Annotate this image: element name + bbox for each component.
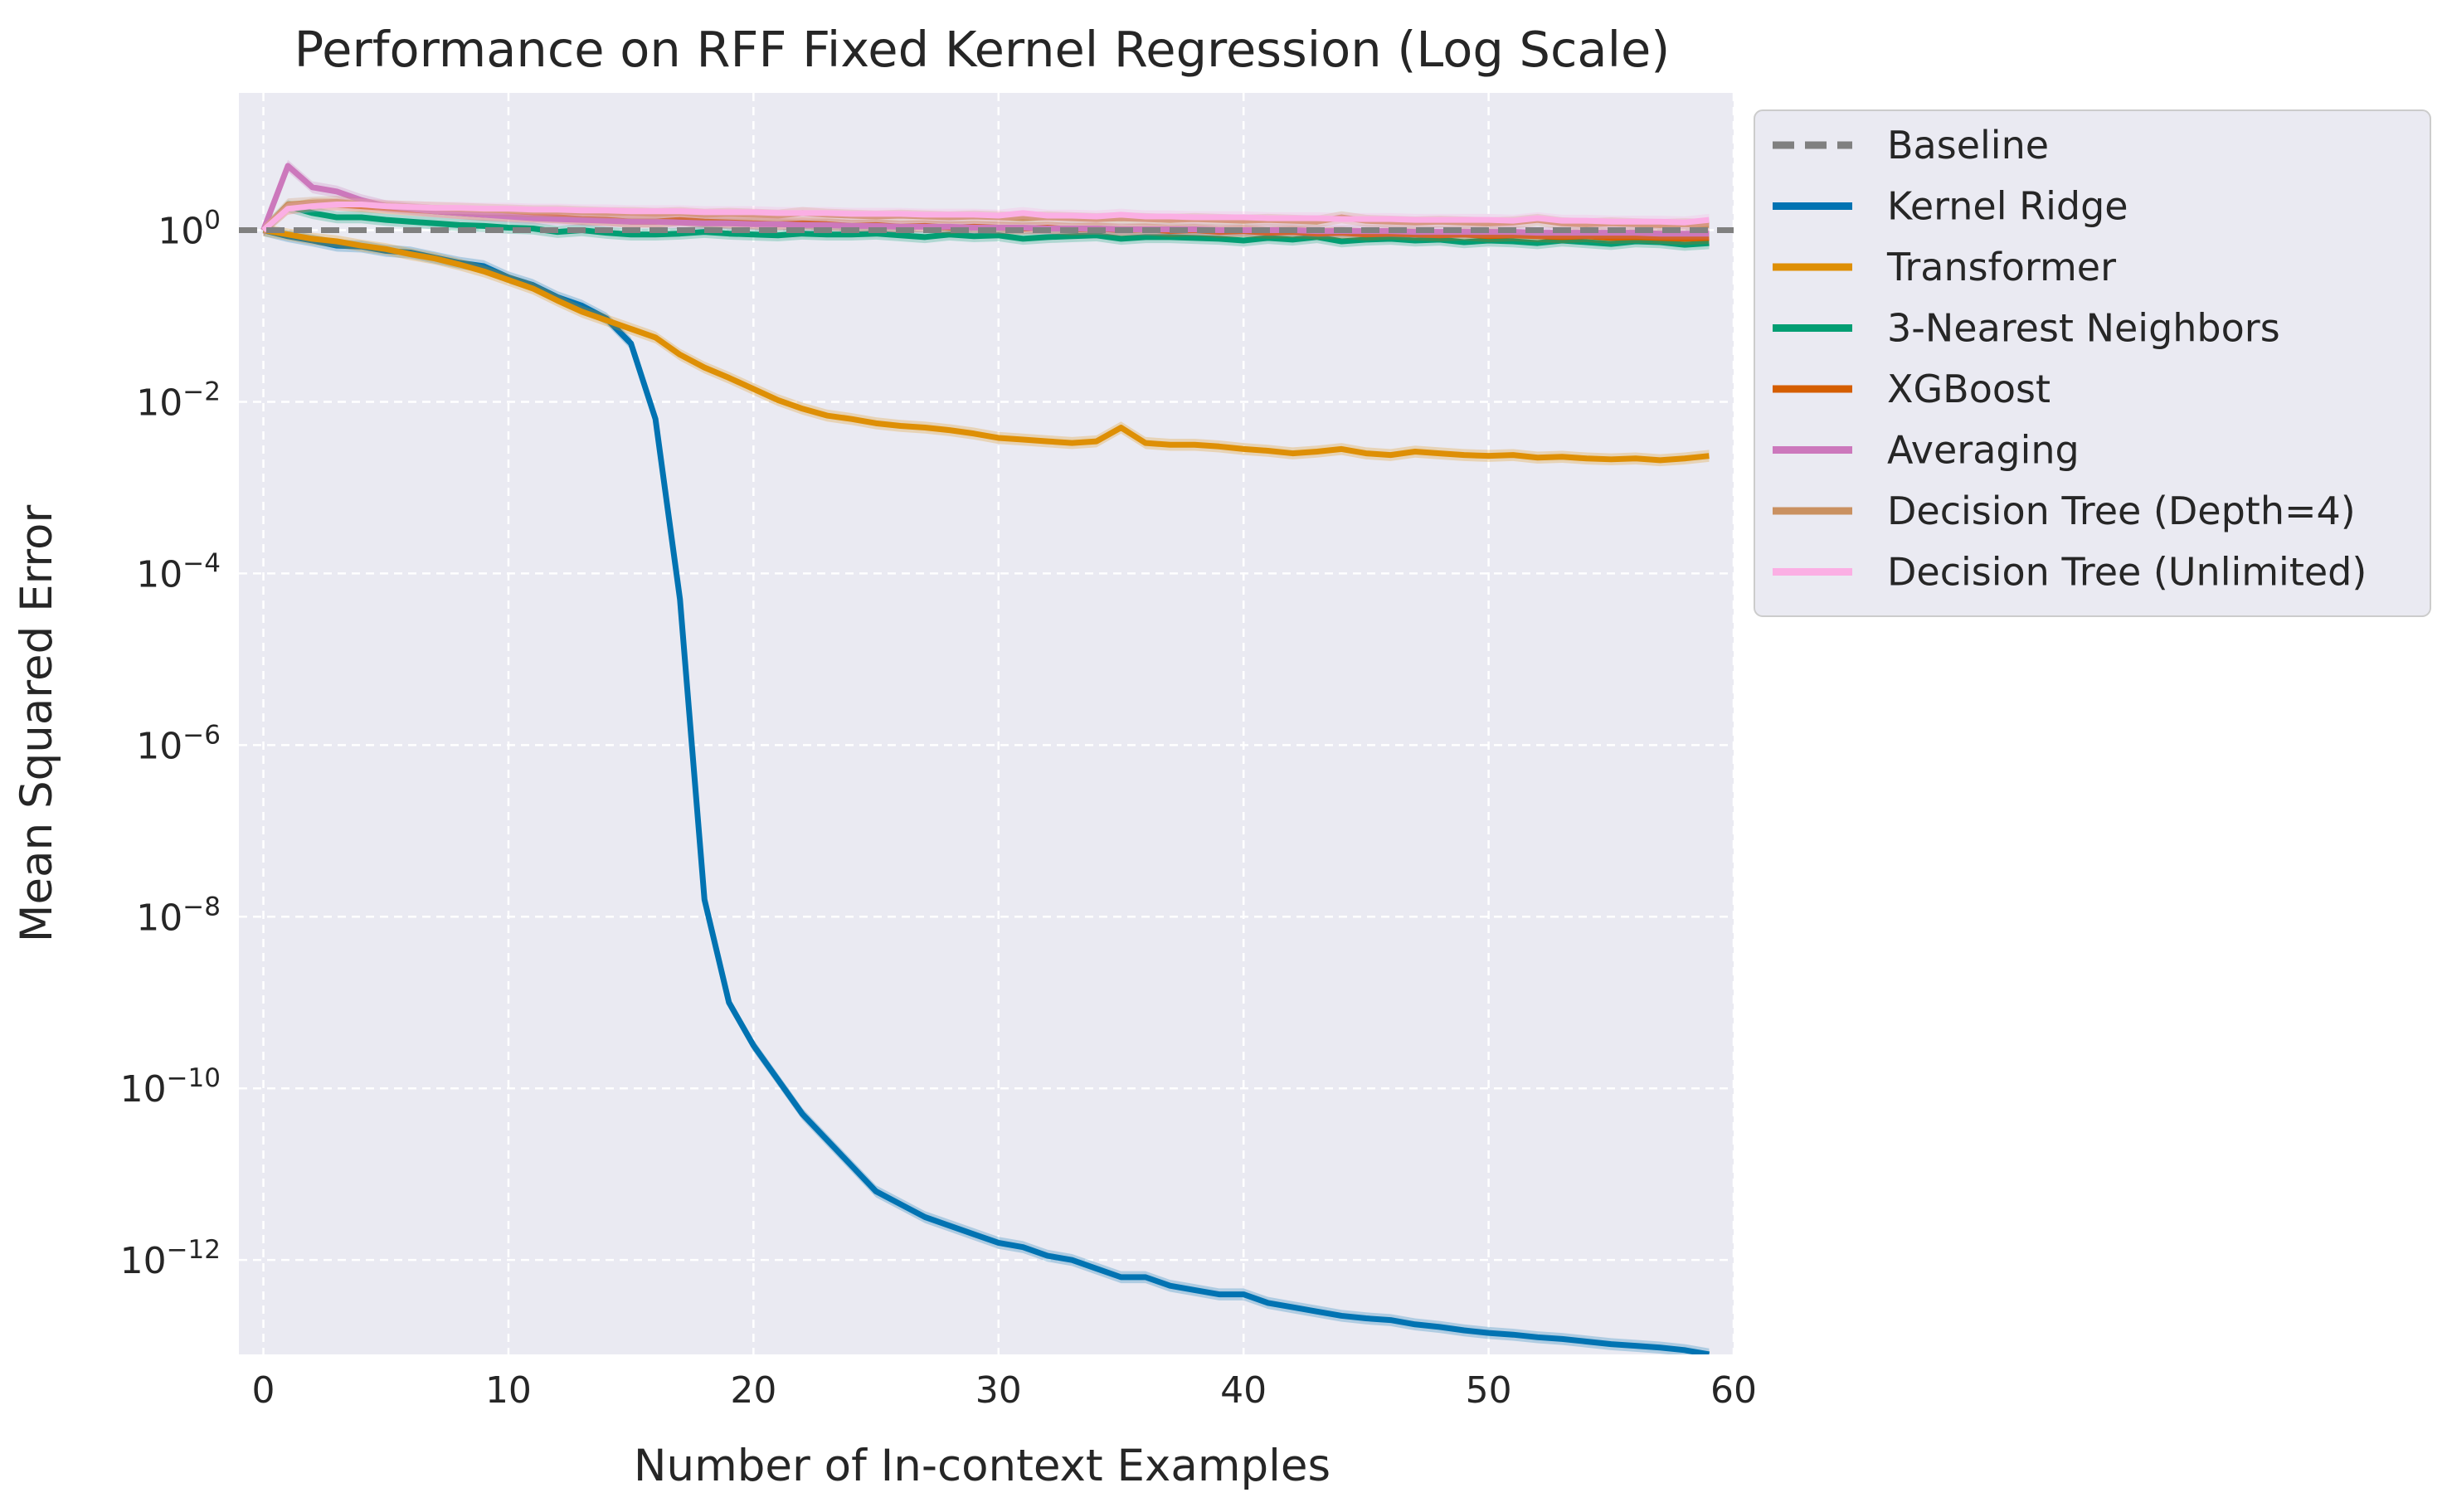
legend-label-kernel-ridge: Kernel Ridge (1887, 184, 2128, 229)
legend-box (1754, 109, 2431, 617)
series-band-transformer (263, 224, 1710, 467)
plot-background (239, 93, 1734, 1354)
x-tick-label: 50 (1466, 1369, 1512, 1412)
series-line-transformer (262, 227, 1710, 464)
legend-label-decision-tree-depth-4: Decision Tree (Depth=4) (1887, 489, 2356, 533)
y-axis-label: Mean Squared Error (12, 505, 62, 943)
x-tick-label: 0 (252, 1369, 275, 1412)
y-tick-label: 100 (158, 206, 221, 253)
legend-label-xgboost: XGBoost (1887, 367, 2051, 411)
legend-label-averaging: Averaging (1887, 428, 2080, 473)
y-tick-label: 10−4 (136, 548, 221, 596)
plot-area: 0 10 20 30 40 50 60 100 10−2 10−4 10−6 10−8 10−10 10−… (120, 93, 1757, 1412)
legend-label-decision-tree-unlimited: Decision Tree (Unlimited) (1887, 550, 2367, 595)
y-tick-label: 10−2 (136, 377, 221, 424)
chart-title: Performance on RFF Fixed Kernel Regressi… (294, 21, 1671, 78)
legend-label-transformer: Transformer (1886, 245, 2116, 289)
x-tick-label: 60 (1710, 1369, 1757, 1412)
y-tick-label: 10−12 (120, 1235, 221, 1282)
legend-label-3-nearest-neighbors: 3-Nearest Neighbors (1887, 306, 2280, 351)
series-line-3-nearest-neighbors (261, 203, 1710, 248)
y-tick-label: 10−6 (136, 720, 221, 767)
series-line-decision-tree-unlimited (261, 202, 1710, 233)
x-tick-label: 20 (730, 1369, 776, 1412)
x-axis-label: Number of In-context Examples (634, 1441, 1331, 1491)
x-tick-label: 40 (1220, 1369, 1267, 1412)
y-tick-label: 10−8 (136, 892, 221, 939)
y-tick-label: 10−10 (120, 1063, 221, 1111)
x-tick-label: 30 (975, 1369, 1022, 1412)
legend-label-baseline: Baseline (1887, 123, 2049, 168)
legend: Baseline Kernel Ridge Transformer 3-Nearest… (1754, 109, 2431, 617)
x-tick-label: 10 (485, 1369, 532, 1412)
